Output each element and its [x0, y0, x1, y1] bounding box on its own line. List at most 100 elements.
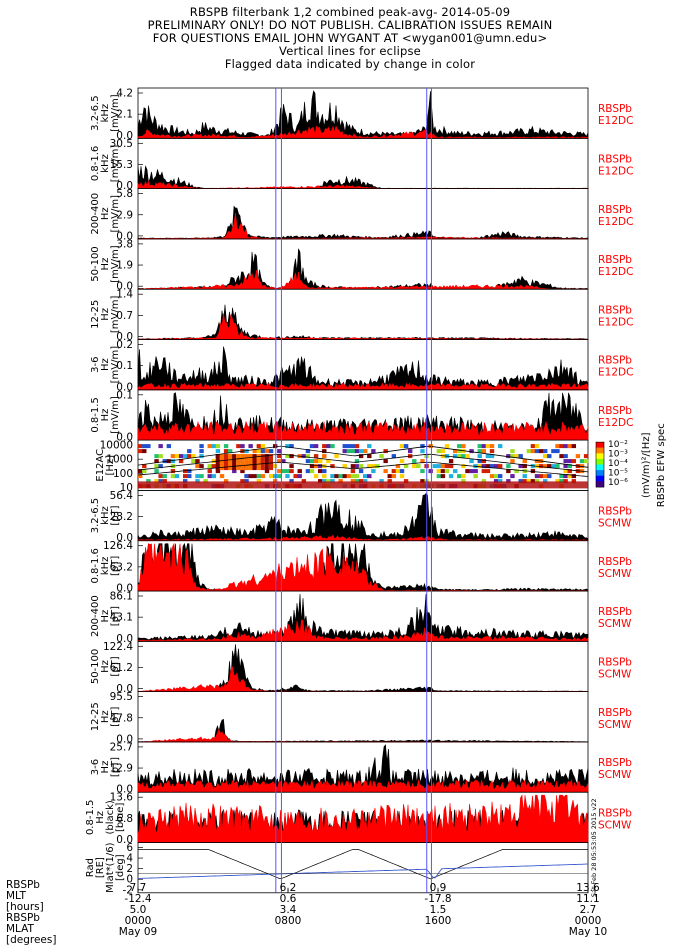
spectrogram-pixel — [228, 449, 233, 454]
x-tick-label: 11.1 — [576, 893, 600, 905]
spectrogram-pixel — [330, 444, 335, 449]
panel-ylabel: Mlat*(1/6) — [105, 842, 116, 892]
panel-ylabel: [RE] — [95, 857, 106, 878]
spectrogram-pixel — [363, 449, 368, 454]
spectrogram-pixel — [248, 474, 253, 479]
y-tick-label: 6.8 — [116, 813, 133, 825]
spectrogram-pixel — [183, 474, 188, 479]
spectrogram-pixel — [571, 444, 577, 449]
spectrogram-pixel — [453, 454, 458, 459]
peak-series — [137, 90, 589, 139]
panel-source-tag: RBSPb — [598, 807, 632, 819]
spectrogram-pixel — [244, 474, 249, 479]
panel-ylabel: Hz — [100, 409, 111, 422]
avg-series — [137, 420, 589, 441]
spectrogram-pixel — [215, 469, 221, 474]
spectrogram-pixel — [444, 444, 450, 449]
panel-ylabel: 200-400 — [90, 595, 101, 637]
spectrogram-pixel — [309, 459, 315, 464]
spectrogram-pixel — [367, 474, 372, 479]
spectrogram-pixel — [436, 474, 442, 479]
spectrogram-pixel — [330, 464, 335, 469]
spectrogram-pixel — [481, 444, 487, 449]
panel-instrument-tag: SCMW — [598, 568, 632, 580]
spectrogram-pixel — [219, 474, 225, 479]
spectrogram-pixel — [187, 469, 192, 474]
x-tick-label: 0800 — [274, 915, 302, 927]
peak-series — [137, 248, 589, 290]
colorbar-segment — [596, 464, 604, 471]
spectrogram-pixel — [346, 444, 352, 449]
spectrogram-pixel — [305, 449, 311, 454]
panel-source-tag: RBSPb — [598, 757, 632, 769]
peak-series — [137, 492, 589, 541]
spectrogram-pixel — [350, 469, 356, 474]
spectrogram-pixel — [211, 444, 217, 449]
colorbar-segment — [596, 475, 604, 482]
spectrogram-pixel — [567, 464, 572, 469]
spectrogram-pixel — [514, 454, 519, 459]
panel-ylabel: E12AC — [95, 449, 106, 482]
x-tick-label: 0.9 — [429, 882, 447, 894]
spectrogram-pixel — [154, 479, 159, 484]
spectrogram-pixel — [547, 474, 552, 479]
spectrogram-pixel — [420, 459, 425, 464]
spectrogram-pixel — [510, 459, 515, 464]
panel-ylabel: Hz — [100, 710, 111, 723]
spectrogram-pixel — [551, 464, 556, 469]
spectrogram-pixel — [436, 464, 442, 469]
spectrogram-pixel — [559, 479, 564, 484]
spectrogram-pixel — [477, 449, 482, 454]
spectrogram-pixel — [313, 444, 319, 449]
spectrogram-pixel — [334, 454, 339, 459]
spectrogram-pixel — [285, 474, 290, 479]
spectrogram-pixel — [354, 474, 360, 479]
spectrogram-pixel — [346, 474, 352, 479]
spectrogram-pixel — [559, 454, 564, 459]
spectrogram-pixel — [567, 444, 572, 449]
spectrogram-pixel — [313, 459, 319, 464]
x-tick-label: 1.5 — [429, 904, 447, 916]
spectrogram-pixel — [273, 474, 278, 479]
colorbar-segment — [596, 453, 604, 460]
y-tick-label: 1000 — [106, 454, 133, 466]
x-tick-label: 1600 — [424, 915, 452, 927]
spectrogram-pixel — [559, 444, 564, 449]
spectrogram-pixel — [256, 474, 262, 479]
spectrogram-pixel — [350, 449, 356, 454]
spectrogram-pixel — [354, 449, 360, 454]
spectrogram-pixel — [273, 464, 278, 469]
spectrogram-pixel — [461, 464, 466, 469]
spectrogram-pixel — [543, 454, 548, 459]
spectrogram-pixel — [207, 444, 212, 449]
peak-series — [137, 542, 589, 592]
spectrogram-pixel — [485, 444, 491, 449]
spectrogram-pixel — [138, 469, 143, 474]
spectrogram-pixel — [322, 474, 327, 479]
avg-series — [137, 778, 589, 793]
spectrogram-pixel — [183, 454, 188, 459]
spectrogram-pixel — [309, 444, 315, 449]
y-tick-label: 15.3 — [110, 159, 133, 171]
spectrogram-pixel — [477, 464, 482, 469]
spectrogram-pixel — [215, 449, 221, 454]
y-tick-label: 0.0 — [116, 733, 133, 745]
y-tick-label: -2 — [123, 884, 133, 896]
spectrogram-pixel — [444, 469, 450, 474]
spectrogram-pixel — [440, 449, 446, 454]
y-tick-label: 0.0 — [116, 331, 133, 343]
spectrogram-pixel — [187, 449, 192, 454]
spectrogram-pixel — [510, 454, 515, 459]
spectrogram-pixel — [477, 459, 482, 464]
spectrogram-pixel — [412, 459, 417, 464]
chart-title-line3: FOR QUESTIONS EMAIL JOHN WYGANT AT <wyga… — [152, 31, 548, 45]
spectrogram-pixel — [420, 479, 425, 484]
panel-instrument-tag: E12DC — [598, 417, 633, 429]
panel-source-tag: RBSPb — [598, 204, 632, 216]
spectrogram-pixel — [244, 454, 249, 471]
panel-ylabel: 3-6 — [90, 356, 101, 372]
spectrogram-pixel — [420, 444, 425, 449]
spectrogram-pixel — [301, 454, 307, 459]
spectrogram-pixel — [440, 464, 446, 469]
spectrogram-pixel — [395, 469, 401, 474]
